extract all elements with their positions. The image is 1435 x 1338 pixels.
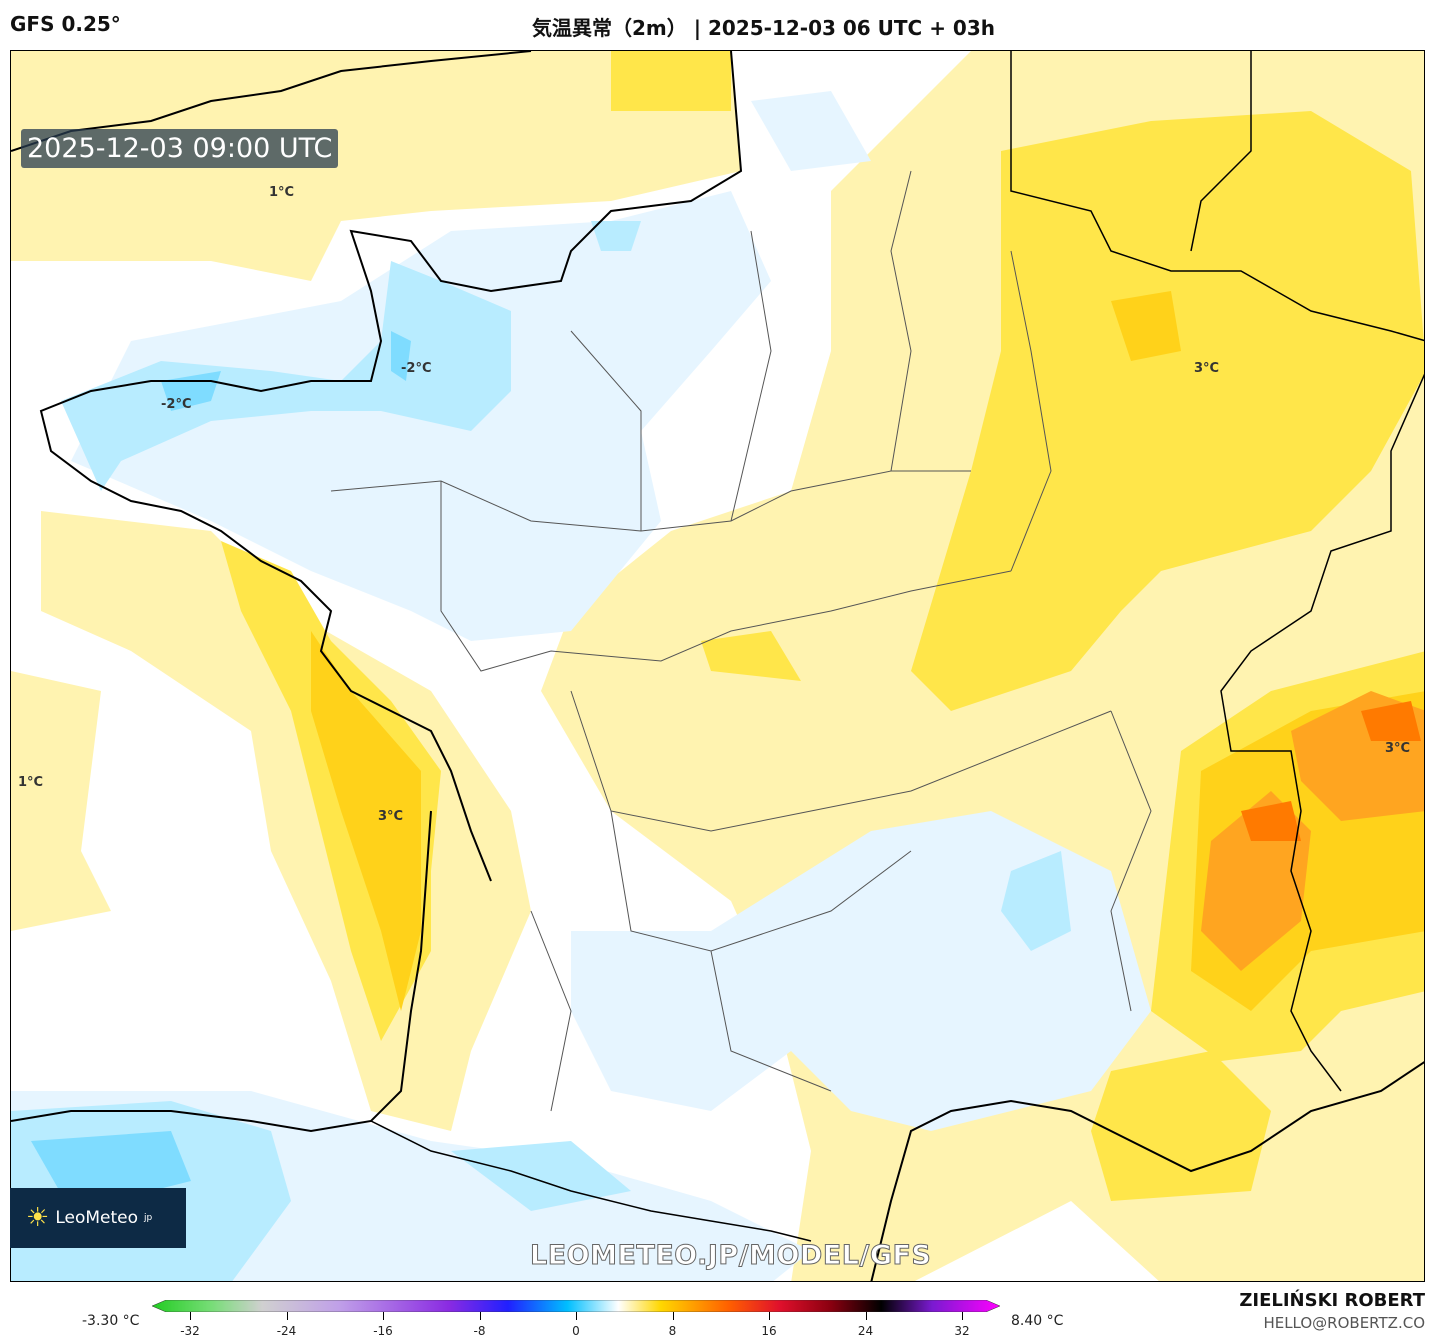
colorbar-tick-label: 0 xyxy=(572,1324,580,1338)
contour-label: 1°C xyxy=(18,775,44,790)
anomaly-zone-gold xyxy=(311,631,421,1011)
anomaly-zone-gold xyxy=(1111,291,1181,361)
country-border xyxy=(370,51,1424,1242)
colorbar xyxy=(152,1300,1000,1312)
coastline xyxy=(11,51,1424,1281)
colorbar-tick-label: 8 xyxy=(668,1324,677,1338)
contour-label: 3°C xyxy=(1385,741,1411,756)
author: ZIELIŃSKI ROBERT xyxy=(1239,1290,1425,1311)
colorbar-tick-label: -16 xyxy=(373,1324,393,1338)
anomaly-zone-pale-blue xyxy=(571,811,1151,1131)
colorbar-tick-mark xyxy=(576,1312,577,1320)
contour-label: -2°C xyxy=(161,397,192,412)
colorbar-tick-mark xyxy=(479,1312,481,1320)
anomaly-zone-pale-yellow xyxy=(11,671,111,931)
anomaly-zone-pale-yellow xyxy=(11,51,741,281)
anomaly-zone-light-blue xyxy=(591,221,641,251)
logo-suffix: jp xyxy=(144,1213,153,1223)
anomaly-zone-pale-blue xyxy=(751,91,871,171)
colorbar-tick-mark xyxy=(865,1312,867,1320)
colorbar-tick-mark xyxy=(962,1312,963,1320)
anomaly-zone-yellow xyxy=(911,111,1424,711)
contour-label: 3°C xyxy=(1194,361,1220,376)
anomaly-zone-yellow xyxy=(1091,1051,1271,1201)
anomaly-zone-blue xyxy=(391,331,411,381)
anomaly-zone-light-blue xyxy=(61,261,511,491)
colorbar-tick-label: 24 xyxy=(857,1324,874,1338)
email: HELLO@ROBERTZ.CO xyxy=(1263,1314,1425,1332)
anomaly-zone-light-blue xyxy=(451,1141,631,1211)
colorbar-tick-mark xyxy=(286,1312,288,1320)
sun-icon: ☀ xyxy=(26,1203,50,1233)
model-label: GFS 0.25° xyxy=(10,12,121,36)
anomaly-zone-light-blue xyxy=(1001,851,1071,951)
contour-label: -2°C xyxy=(401,361,432,376)
contour-label: 1°C xyxy=(269,185,295,200)
colorbar-tick-label: -8 xyxy=(473,1324,486,1338)
min-value: -3.30 °C xyxy=(82,1313,140,1329)
anomaly-zone-yellow xyxy=(611,51,731,111)
anomaly-zone-yellow xyxy=(701,631,801,681)
map-canvas xyxy=(11,51,1424,1281)
anomaly-zone-deep-orange xyxy=(1361,701,1421,741)
region-borders xyxy=(330,170,1152,1112)
logo-text: LeoMeteo xyxy=(55,1208,138,1228)
leometeo-logo: ☀ LeoMeteo jp xyxy=(10,1188,186,1248)
colorbar-tick-mark xyxy=(672,1312,674,1320)
colorbar-tick-label: 16 xyxy=(761,1324,777,1338)
anomaly-zone-deep-orange xyxy=(1241,801,1301,841)
colorbar-tick-label: -32 xyxy=(180,1324,200,1338)
chart-title: 気温異常（2m） | 2025-12-03 06 UTC + 03h xyxy=(532,16,995,40)
valid-time-badge: 2025-12-03 09:00 UTC xyxy=(21,129,339,168)
colorbar-tick-label: 32 xyxy=(954,1324,970,1338)
colorbar-tick-mark xyxy=(190,1312,191,1320)
contour-label: 3°C xyxy=(378,809,404,824)
watermark: LEOMETEO.JP/MODEL/GFS xyxy=(529,1240,932,1272)
colorbar-tick-mark xyxy=(769,1312,770,1320)
temperature-anomaly-map: 2025-12-03 09:00 UTC 1°C 1°C -2°C -2°C 3… xyxy=(10,50,1425,1282)
colorbar-tick-mark xyxy=(383,1312,384,1320)
colorbar-tick-label: -24 xyxy=(276,1324,297,1338)
max-value: 8.40 °C xyxy=(1011,1313,1064,1329)
